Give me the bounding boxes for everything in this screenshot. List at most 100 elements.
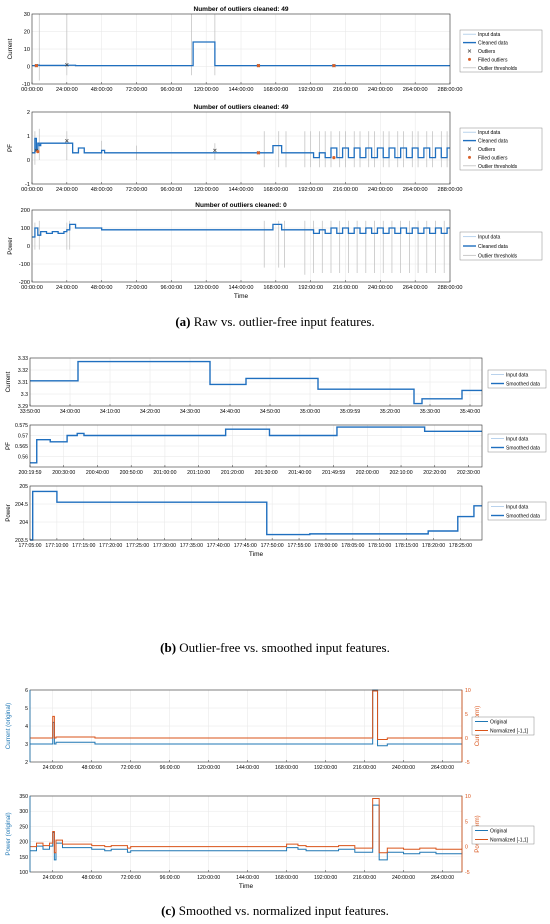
legend-label: Original: [490, 829, 507, 835]
legend-label: Cleaned data: [478, 244, 508, 250]
y-tick-label: 3.29: [18, 404, 28, 410]
y-tick-label: 2: [25, 760, 28, 766]
plot-frame: [29, 485, 483, 541]
x-tick-label: 177:25:00: [126, 543, 149, 549]
legend-label: Cleaned data: [478, 41, 508, 47]
x-tick-label: 72:00:00: [126, 187, 148, 193]
legend-label: Filled outliers: [478, 155, 508, 161]
x-tick-label: 168:00:00: [263, 87, 288, 93]
plot-frame: [31, 13, 451, 85]
x-tick-label: 168:00:00: [275, 875, 298, 881]
x-tick-label: 202:00:00: [356, 470, 379, 476]
series-line: [30, 426, 482, 464]
x-tick-label: 178:05:00: [341, 543, 364, 549]
x-tick-label: 178:10:00: [368, 543, 391, 549]
x-tick-label: 288:00:00: [438, 187, 463, 193]
y-axis-label: PF: [7, 144, 14, 152]
x-tick-label: 177:55:00: [288, 543, 311, 549]
x-tick-label: 34:20:00: [140, 409, 160, 415]
x-tick-label: 24:00:00: [43, 765, 63, 771]
x-tick-label: 24:00:00: [43, 875, 63, 881]
x-tick-label: 33:50:00: [20, 409, 40, 415]
x-tick-label: 240:00:00: [392, 765, 415, 771]
x-tick-label: 34:50:00: [260, 409, 280, 415]
y-tick-label: 4: [25, 724, 28, 730]
x-tick-label: 201:00:00: [153, 470, 176, 476]
x-tick-label: 178:15:00: [395, 543, 418, 549]
y-axis-label: Current: [7, 38, 14, 59]
x-tick-label: 168:00:00: [263, 187, 288, 193]
x-tick-label: 200:50:00: [120, 470, 143, 476]
x-tick-label: 34:00:00: [60, 409, 80, 415]
x-tick-label: 264:00:00: [403, 187, 428, 193]
y-tick-label: 204.5: [15, 502, 28, 508]
legend: Input data Smoothed data: [487, 501, 547, 521]
panel-2: 00:00:00 24:00:00 48:00:00 72:00:00 96:00:00…: [7, 104, 543, 193]
legend-label: Normalized [-1,1]: [490, 729, 529, 735]
x-tick-label: 177:05:00: [18, 543, 41, 549]
legend-label: Outlier thresholds: [478, 66, 518, 72]
y-tick-label: 0.57: [18, 434, 28, 440]
x-tick-label: 264:00:00: [403, 87, 428, 93]
x-tick-label: 00:00:00: [21, 187, 43, 193]
x-tick-label: 72:00:00: [121, 875, 141, 881]
x-tick-label: 48:00:00: [91, 285, 113, 291]
x-tick-label: 144:00:00: [236, 875, 259, 881]
x-tick-label: 35:40:00: [460, 409, 480, 415]
panel-4: 33:50:00 34:00:00 34:10:00 34:20:00 34:30:00…: [5, 356, 547, 415]
x-tick-label: 96:00:00: [160, 765, 180, 771]
y-tick-label: 3.31: [18, 380, 28, 386]
x-tick-label: 144:00:00: [236, 765, 259, 771]
filled-outlier-point: [34, 64, 38, 68]
filled-outlier-point: [332, 156, 336, 160]
caption-c: (c) Smoothed vs. normalized input featur…: [161, 903, 389, 918]
x-tick-label: 200:30:00: [52, 470, 75, 476]
plot-frame: [31, 111, 451, 185]
x-tick-label: 177:35:00: [180, 543, 203, 549]
legend-label: Outliers: [478, 49, 496, 55]
x-axis-label: Time: [234, 293, 249, 300]
x-tick-label: 177:45:00: [234, 543, 257, 549]
chart-title: Number of outliers cleaned: 49: [194, 6, 289, 13]
y-axis-label: Current: [5, 371, 12, 392]
x-tick-label: 192:00:00: [314, 765, 337, 771]
x-tick-label: 202:20:00: [423, 470, 446, 476]
y-right-tick-label: 0: [465, 736, 468, 742]
x-axis-label: Time: [249, 551, 264, 558]
x-tick-label: 178:25:00: [449, 543, 472, 549]
y-tick-label: 0.575: [15, 423, 28, 429]
y-axis-label: PF: [5, 442, 12, 450]
legend-label: Smoothed data: [506, 382, 540, 388]
x-tick-label: 177:40:00: [207, 543, 230, 549]
series-line: [32, 137, 450, 159]
plot-area: [30, 796, 462, 872]
y-tick-label: 0: [27, 65, 30, 71]
y-tick-label: 5: [25, 706, 28, 712]
x-tick-label: 35:30:00: [420, 409, 440, 415]
panel-5: 200:19:59 200:30:00 200:40:00 200:50:00 201:…: [5, 423, 547, 476]
plot-area: [30, 486, 482, 540]
y-tick-label: 1: [27, 134, 30, 140]
x-tick-label: 264:00:00: [431, 765, 454, 771]
x-tick-label: 72:00:00: [126, 87, 148, 93]
legend-label: Outlier thresholds: [478, 253, 518, 259]
y-tick-label: -10: [22, 82, 30, 88]
x-tick-label: 24:00:00: [56, 87, 78, 93]
y-tick-label: 3.33: [18, 356, 28, 362]
y-tick-label: -100: [19, 262, 30, 268]
x-tick-label: 96:00:00: [160, 187, 182, 193]
y-tick-label: 203.5: [15, 538, 28, 544]
x-tick-label: 264:00:00: [403, 285, 428, 291]
legend-swatch: [468, 155, 471, 159]
x-tick-label: 48:00:00: [91, 87, 113, 93]
y-tick-label: 20: [24, 30, 30, 36]
x-tick-label: 72:00:00: [126, 285, 148, 291]
legend-label: Input data: [506, 437, 528, 443]
x-tick-label: 120:00:00: [194, 87, 219, 93]
x-tick-label: 288:00:00: [438, 285, 463, 291]
x-tick-label: 35:00:00: [300, 409, 320, 415]
x-tick-label: 34:10:00: [100, 409, 120, 415]
series-line: [30, 798, 463, 854]
x-tick-label: 35:09:59: [340, 409, 360, 415]
